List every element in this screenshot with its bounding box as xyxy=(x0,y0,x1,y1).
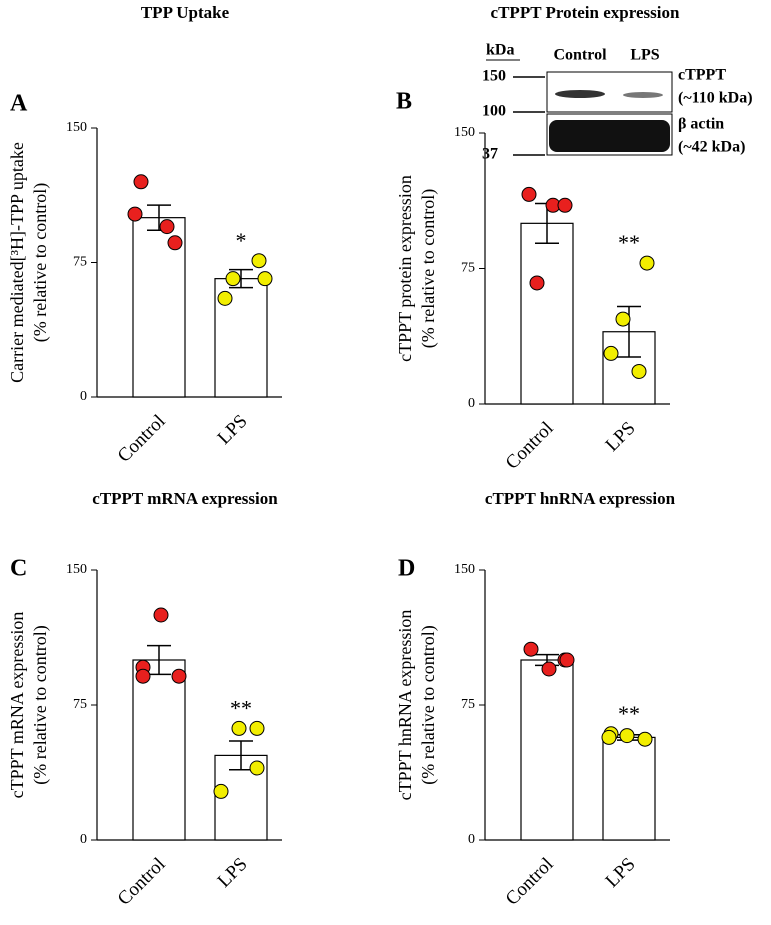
data-point xyxy=(167,235,183,251)
band-label: β actin xyxy=(678,116,724,133)
blot-unit: kDa xyxy=(486,42,514,59)
data-point xyxy=(557,197,573,213)
data-point xyxy=(521,186,537,202)
y-tick-label: 75 xyxy=(461,697,475,712)
data-point xyxy=(559,652,575,668)
chart-title: cTPPT mRNA expression xyxy=(92,489,278,508)
x-tick-label: LPS xyxy=(602,418,640,456)
bar xyxy=(520,222,574,405)
band-label: (~110 kDa) xyxy=(678,90,753,107)
data-point xyxy=(601,729,617,745)
x-tick-label: Control xyxy=(114,411,170,467)
band xyxy=(555,90,605,98)
data-point xyxy=(217,290,233,306)
y-axis-label: Carrier mediated[³H]-TPP uptake xyxy=(7,142,27,383)
significance: ** xyxy=(230,695,252,720)
bar xyxy=(520,659,574,841)
marker-label: 37 xyxy=(482,146,498,163)
data-point xyxy=(631,363,647,379)
y-axis-label: (% relative to control) xyxy=(30,625,51,784)
band xyxy=(549,120,670,152)
data-point xyxy=(619,728,635,744)
data-point xyxy=(603,345,619,361)
chart-title: cTPPT hnRNA expression xyxy=(485,489,676,508)
band-label: (~42 kDa) xyxy=(678,139,745,156)
y-tick-label: 0 xyxy=(80,389,87,404)
y-axis-label: cTPPT protein expression xyxy=(395,175,415,362)
marker-label: 150 xyxy=(482,68,506,85)
chart-title: cTPPT Protein expression xyxy=(491,3,680,22)
data-point xyxy=(637,731,653,747)
data-point xyxy=(251,253,267,269)
data-point xyxy=(127,206,143,222)
data-point xyxy=(639,255,655,271)
marker-label: 100 xyxy=(482,103,506,120)
y-axis-label: (% relative to control) xyxy=(418,189,439,348)
data-point xyxy=(529,275,545,291)
x-tick-label: LPS xyxy=(214,854,252,892)
y-tick-label: 150 xyxy=(66,562,87,577)
data-point xyxy=(213,783,229,799)
y-axis-label: (% relative to control) xyxy=(30,183,51,342)
x-tick-label: LPS xyxy=(602,854,640,892)
significance: ** xyxy=(618,230,640,255)
data-point xyxy=(225,271,241,287)
data-point xyxy=(133,174,149,190)
y-tick-label: 0 xyxy=(468,832,475,847)
panel-letter: C xyxy=(10,556,27,582)
y-axis-label: (% relative to control) xyxy=(418,625,439,784)
y-tick-label: 0 xyxy=(468,396,475,411)
x-tick-label: Control xyxy=(114,854,170,910)
significance: ** xyxy=(618,701,640,726)
band xyxy=(623,92,663,98)
x-tick-label: LPS xyxy=(214,411,252,449)
y-tick-label: 75 xyxy=(73,255,87,270)
data-point xyxy=(249,720,265,736)
y-tick-label: 150 xyxy=(454,562,475,577)
lane-label: Control xyxy=(553,47,607,64)
panel-letter: A xyxy=(10,91,28,117)
blot-box xyxy=(546,71,673,113)
x-tick-label: Control xyxy=(502,418,558,474)
y-tick-label: 75 xyxy=(461,261,475,276)
x-tick-label: Control xyxy=(502,854,558,910)
data-point xyxy=(541,661,557,677)
band-label: cTPPT xyxy=(678,67,726,84)
bar xyxy=(132,659,186,841)
data-point xyxy=(153,607,169,623)
significance: * xyxy=(236,228,247,253)
panel-letter: D xyxy=(398,556,415,582)
data-point xyxy=(523,641,539,657)
chart-title: TPP Uptake xyxy=(141,3,230,22)
y-tick-label: 75 xyxy=(73,697,87,712)
y-axis-label: cTPPT hnRNA expression xyxy=(395,610,415,801)
data-point xyxy=(171,668,187,684)
data-point xyxy=(159,219,175,235)
y-axis-label: cTPPT mRNA expression xyxy=(7,612,27,799)
data-point xyxy=(135,668,151,684)
y-tick-label: 150 xyxy=(454,125,475,140)
bar xyxy=(602,736,656,841)
y-tick-label: 0 xyxy=(80,832,87,847)
y-tick-label: 150 xyxy=(66,120,87,135)
data-point xyxy=(249,760,265,776)
data-point xyxy=(615,311,631,327)
data-point xyxy=(231,720,247,736)
lane-label: LPS xyxy=(630,47,659,64)
panel-letter: B xyxy=(396,89,412,115)
data-point xyxy=(257,271,273,287)
